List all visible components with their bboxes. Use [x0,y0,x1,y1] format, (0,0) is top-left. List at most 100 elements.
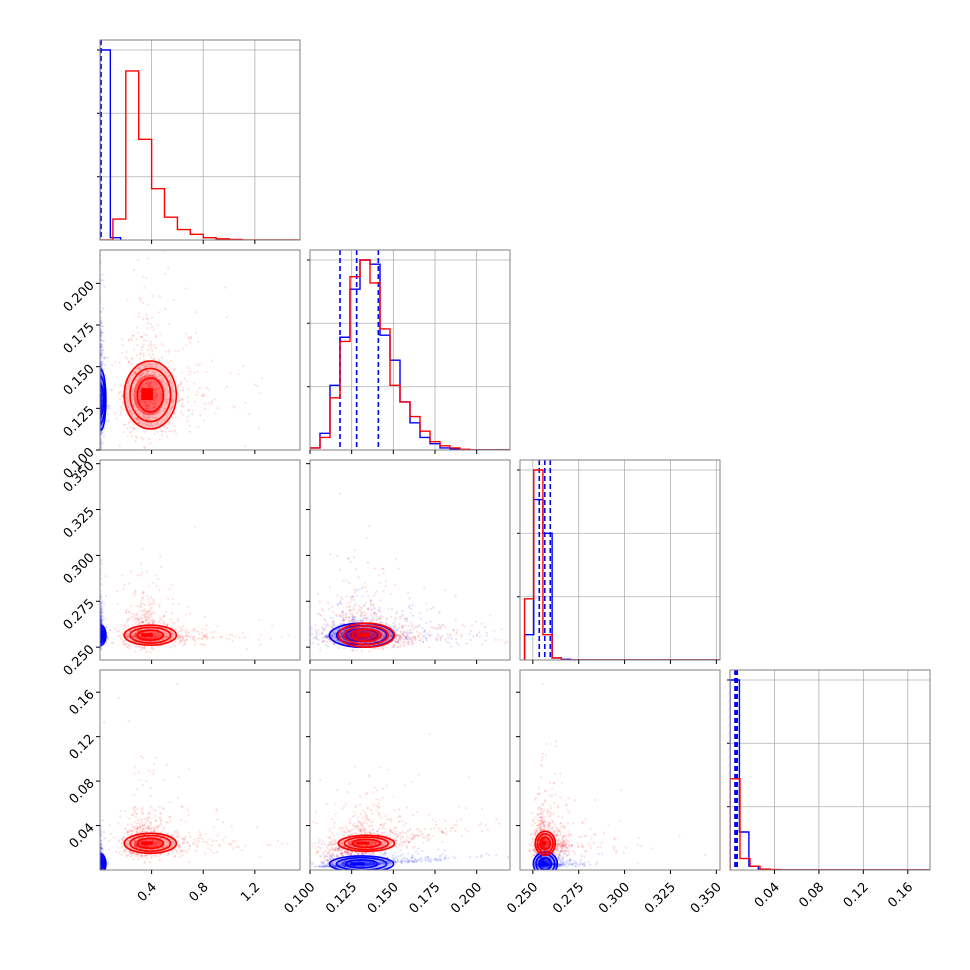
sample-point [124,355,127,359]
sample-point [348,613,351,616]
sample-point [315,630,318,633]
sample-point [165,382,169,385]
sample-point [154,416,157,419]
sample-point [401,613,404,616]
sample-point [146,405,149,408]
density-peak [141,388,153,401]
sample-point [344,639,347,642]
sample-point [114,627,117,631]
sample-point [168,408,172,412]
sample-point [410,607,413,611]
sample-point [168,430,171,433]
sample-point [146,637,149,640]
sample-point [203,635,206,638]
sample-point [481,642,484,646]
sample-point [130,604,133,608]
sample-point [353,608,356,612]
sample-point [148,622,151,625]
sample-point [158,374,161,378]
sample-point [126,357,129,360]
sample-point [156,399,160,402]
sample-point [100,334,103,337]
sample-point [128,338,131,341]
sample-point [100,636,103,639]
sample-point [148,364,151,367]
sample-point [357,604,360,607]
sample-point [408,606,411,609]
sample-point [157,635,160,638]
sample-point [110,388,113,391]
sample-point [134,428,137,431]
sample-point [149,382,152,385]
sample-point [171,405,174,408]
sample-point [126,633,129,636]
sample-point [424,636,428,640]
sample-point [404,638,408,641]
sample-point [322,627,325,630]
sample-point [363,629,366,633]
sample-point [326,645,329,648]
sample-point [141,345,144,348]
sample-point [380,633,384,636]
sample-point [139,603,142,607]
sample-point [171,597,174,601]
sample-point [139,297,142,301]
sample-point [159,333,162,336]
sample-point [204,615,207,618]
sample-point [348,633,351,636]
sample-point [221,636,224,639]
sample-point [100,417,103,420]
sample-point [334,633,337,636]
sample-point [381,621,384,624]
sample-point [125,413,129,416]
sample-point [155,412,158,415]
sample-point [137,619,140,622]
sample-point [372,636,375,639]
sample-point [358,608,361,612]
sample-point [140,621,143,624]
sample-point [125,388,128,391]
sample-point [170,407,173,410]
sample-point [134,372,138,375]
sample-point [335,628,338,631]
sample-point [165,398,169,401]
sample-point [100,437,103,441]
sample-point [100,365,103,369]
sample-point [130,339,133,342]
sample-point [323,635,327,638]
sample-point [185,628,188,631]
sample-point [136,258,140,262]
sample-point [448,633,452,636]
sample-point [183,377,186,380]
sample-point [153,612,156,615]
sample-point [358,630,361,634]
sample-point [280,635,283,638]
sample-point [187,409,191,412]
sample-point [149,381,152,384]
sample-point [100,618,103,621]
sample-point [369,599,373,603]
sample-point [162,630,165,633]
sample-point [176,637,179,641]
sample-point [211,636,214,640]
sample-point [153,635,156,639]
sample-point [376,628,379,631]
sample-point [100,404,103,408]
sample-point [128,582,131,585]
sample-point [143,646,146,650]
sample-point [397,641,400,644]
sample-point [131,393,134,396]
sample-point [100,636,103,640]
sample-point [404,635,407,638]
sample-point [362,614,366,617]
sample-point [369,635,372,638]
sample-point [149,651,152,654]
sample-point [361,630,364,634]
sample-point [137,380,140,383]
sample-point [347,615,350,619]
sample-point [375,612,378,615]
sample-point [399,636,402,639]
sample-point [181,413,185,416]
sample-point [151,620,155,623]
sample-point [371,633,374,636]
